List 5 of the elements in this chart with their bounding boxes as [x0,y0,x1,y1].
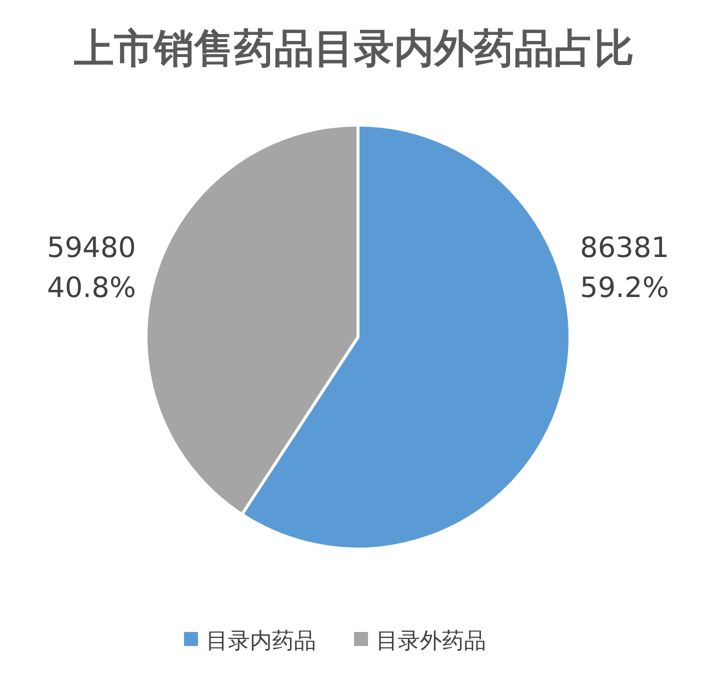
chart-title: 上市销售药品目录内外药品占比 [74,25,634,72]
data-label: 59480 40.8% [46,231,136,304]
data-label: 86381 59.2% [580,231,670,304]
legend-label: 目录内药品 [206,629,316,654]
legend-label: 目录外药品 [376,629,486,654]
